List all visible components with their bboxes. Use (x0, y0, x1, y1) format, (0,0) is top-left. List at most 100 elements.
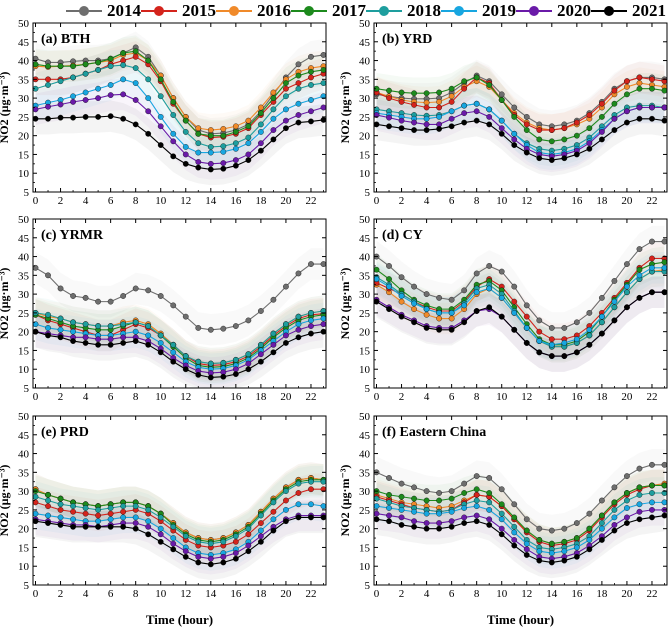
series-2020 (373, 507, 668, 562)
point-2021-h11 (511, 142, 518, 148)
point-2014-h4 (423, 291, 430, 297)
point-2020-h16 (232, 157, 239, 163)
point-2015-h1 (45, 503, 51, 510)
legend-marker-2020 (529, 6, 539, 16)
band-2020 (35, 308, 324, 388)
point-2017-h21 (636, 85, 643, 92)
x-tick-label: 22 (305, 195, 316, 207)
point-2021-h20 (624, 119, 630, 126)
point-2017-h8 (132, 48, 139, 55)
point-2018-h11 (170, 112, 177, 118)
x-tick-label: 6 (108, 391, 114, 403)
band-2016 (35, 462, 324, 556)
y-axis-label: NO2 (µg·m⁻³) (0, 465, 11, 537)
x-tick-label: 20 (621, 391, 633, 403)
point-2017-h4 (82, 61, 89, 68)
point-2021-h10 (498, 130, 505, 137)
y-tick-label: 45 (18, 430, 30, 442)
point-2018-h1 (45, 311, 51, 318)
point-2014-h21 (636, 246, 643, 252)
point-2019-h7 (120, 76, 127, 83)
point-2018-h1 (45, 82, 51, 88)
band-2017 (35, 298, 324, 384)
point-2016-h4 (423, 99, 430, 106)
point-2018-h19 (270, 330, 277, 337)
point-2014-h13 (536, 317, 543, 324)
point-2017-h5 (436, 497, 442, 504)
point-2019-h11 (170, 349, 177, 356)
point-2016-h6 (448, 93, 455, 100)
point-2021-h15 (561, 155, 568, 162)
point-2014-h13 (536, 525, 543, 532)
point-2016-h14 (207, 127, 214, 133)
x-tick-label: 14 (546, 195, 558, 207)
point-2020-h21 (295, 112, 302, 118)
point-2021-h13 (195, 559, 202, 566)
legend-label-2018: 2018 (407, 1, 441, 20)
point-2015-h4 (82, 510, 89, 517)
point-2019-h17 (586, 326, 593, 333)
point-2021-h4 (423, 525, 430, 532)
point-2014-h18 (258, 308, 264, 314)
point-2016-h2 (398, 298, 405, 305)
y-tick-label: 20 (18, 131, 30, 143)
point-2015-h3 (70, 508, 76, 515)
point-2021-h4 (82, 114, 89, 120)
point-2017-h13 (195, 130, 202, 137)
point-2019-h13 (536, 548, 543, 555)
point-2019-h0 (373, 276, 380, 282)
y-tick-label: 10 (359, 364, 371, 376)
point-2015-h16 (573, 119, 580, 126)
point-2019-h17 (586, 537, 593, 543)
point-2018-h9 (145, 507, 152, 513)
point-2019-h9 (486, 106, 493, 113)
point-2019-h11 (170, 535, 177, 541)
point-2014-h9 (486, 263, 493, 269)
point-2020-h3 (70, 98, 76, 105)
legend-label-2014: 2014 (107, 1, 141, 20)
y-tick-label: 20 (359, 327, 371, 339)
y-tick-label: 5 (365, 187, 371, 199)
point-2020-h9 (486, 114, 493, 120)
point-2019-h15 (220, 148, 227, 155)
point-2014-h1 (386, 475, 392, 481)
point-2021-h17 (586, 546, 593, 553)
point-2018-h5 (95, 67, 101, 73)
point-2020-h8 (132, 97, 139, 103)
point-2017-h2 (398, 89, 405, 96)
y-tick-label: 15 (18, 345, 30, 357)
y-tick-label: 10 (359, 561, 371, 573)
point-2017-h11 (511, 514, 518, 521)
point-2018-h10 (157, 332, 164, 339)
point-2018-h20 (283, 488, 289, 494)
x-tick-label: 0 (374, 588, 380, 600)
point-2019-h4 (82, 89, 89, 96)
point-2021-h22 (308, 330, 314, 337)
point-2014-h20 (624, 473, 630, 479)
point-2017-h18 (599, 114, 605, 120)
y-tick-label: 25 (18, 308, 30, 320)
point-2017-h9 (145, 57, 152, 64)
x-tick-label: 10 (155, 588, 167, 600)
band-2021 (376, 276, 665, 372)
point-2018-h7 (120, 62, 127, 68)
point-2014-h7 (120, 293, 127, 299)
point-2015-h18 (258, 520, 264, 526)
band-2016 (376, 253, 665, 363)
band-2015 (35, 473, 324, 564)
point-2014-h6 (448, 488, 455, 494)
legend-marker-2017 (304, 6, 314, 16)
point-2019-h9 (486, 285, 493, 292)
point-2019-h21 (295, 501, 302, 508)
point-2015-h5 (436, 104, 442, 111)
x-axis-label: Time (hour) (146, 612, 213, 627)
point-2019-h21 (295, 321, 302, 328)
y-tick-label: 35 (359, 74, 371, 86)
point-2019-h12 (182, 144, 189, 150)
point-2016-h18 (258, 104, 264, 111)
point-2014-h6 (448, 296, 455, 303)
y-tick-label: 50 (18, 214, 30, 226)
point-2020-h18 (599, 129, 605, 135)
point-2017-h17 (245, 123, 252, 130)
point-2021-h3 (411, 319, 417, 326)
